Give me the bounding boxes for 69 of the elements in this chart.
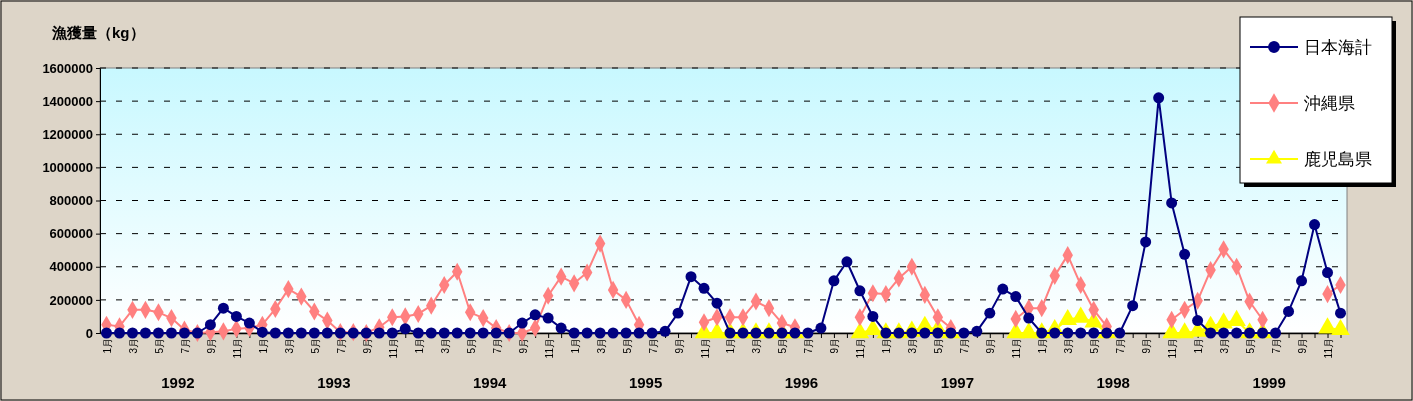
x-tick-label: 9月 (1141, 338, 1153, 354)
text: 1997 (940, 374, 974, 391)
x-tick-label: 9月 (985, 338, 997, 354)
x-tick-label: 1月 (101, 338, 113, 354)
x-tick-label: 3月 (751, 338, 763, 354)
x-tick-label: 1月 (569, 338, 581, 354)
x-tick-label: 7月 (647, 338, 659, 354)
x-tick-label: 11月 (543, 338, 555, 359)
x-tick-label: 7月 (1115, 338, 1127, 354)
x-tick-label: 11月 (231, 338, 243, 359)
text: 1999 (1252, 374, 1286, 391)
x-tick-label: 9月 (517, 338, 529, 354)
legend-label: 鹿児島県 (1304, 150, 1372, 169)
x-tick-label: 3月 (127, 338, 139, 354)
y-tick-label: 0 (85, 325, 93, 341)
x-tick-label: 9月 (361, 338, 373, 354)
legend-label: 沖縄県 (1304, 94, 1355, 113)
x-tick-label: 5月 (153, 338, 165, 354)
y-tick-label: 600000 (49, 226, 93, 242)
x-tick-label: 5月 (465, 338, 477, 354)
x-tick-label: 3月 (283, 338, 295, 354)
y-tick-label: 800000 (49, 193, 93, 209)
y-tick-label: 200000 (49, 292, 93, 308)
text: 1996 (784, 374, 819, 391)
x-tick-label: 11月 (1167, 338, 1179, 359)
x-tick-label: 3月 (1063, 338, 1075, 354)
y-tick-label: 1400000 (42, 93, 93, 109)
x-tick-label: 9月 (673, 338, 685, 354)
x-tick-label: 1月 (1037, 338, 1049, 354)
text: 1993 (317, 374, 351, 391)
x-tick-label: 7月 (959, 338, 971, 354)
text: 1992 (161, 374, 195, 391)
x-tick-label: 3月 (907, 338, 919, 354)
y-tick-label: 400000 (49, 259, 93, 275)
y-tick-label: 1600000 (42, 60, 93, 76)
x-tick-label: 9月 (1297, 338, 1309, 354)
text: 1994 (473, 374, 508, 391)
x-tick-label: 11月 (1011, 338, 1023, 359)
x-tick-label: 11月 (699, 338, 711, 359)
x-tick-label: 3月 (1219, 338, 1231, 354)
x-tick-label: 1月 (257, 338, 269, 354)
x-tick-label: 5月 (777, 338, 789, 354)
x-tick-label: 3月 (595, 338, 607, 354)
y-axis-title: 漁獲量（kg） (51, 24, 145, 41)
x-tick-label: 7月 (491, 338, 503, 354)
legend-label: 日本海計 (1304, 38, 1372, 57)
x-tick-label: 9月 (205, 338, 217, 354)
x-tick-label: 11月 (855, 338, 867, 359)
x-tick-label: 7月 (803, 338, 815, 354)
x-tick-label: 9月 (829, 338, 841, 354)
x-tick-label: 3月 (439, 338, 451, 354)
x-tick-label: 1月 (413, 338, 425, 354)
text: 1995 (628, 374, 663, 391)
x-tick-label: 5月 (621, 338, 633, 354)
x-tick-label: 5月 (933, 338, 945, 354)
x-tick-label: 7月 (179, 338, 191, 354)
x-tick-label: 11月 (1323, 338, 1335, 359)
y-tick-label: 1200000 (42, 126, 93, 142)
text: 1998 (1096, 374, 1130, 391)
x-tick-label: 11月 (387, 338, 399, 359)
x-tick-label: 1月 (725, 338, 737, 354)
x-tick-label: 1月 (881, 338, 893, 354)
x-tick-label: 7月 (1271, 338, 1283, 354)
x-tick-label: 5月 (309, 338, 321, 354)
x-tick-label: 1月 (1193, 338, 1205, 354)
y-tick-label: 1000000 (42, 160, 93, 176)
x-tick-label: 5月 (1245, 338, 1257, 354)
x-tick-label: 7月 (335, 338, 347, 354)
x-tick-label: 5月 (1089, 338, 1101, 354)
